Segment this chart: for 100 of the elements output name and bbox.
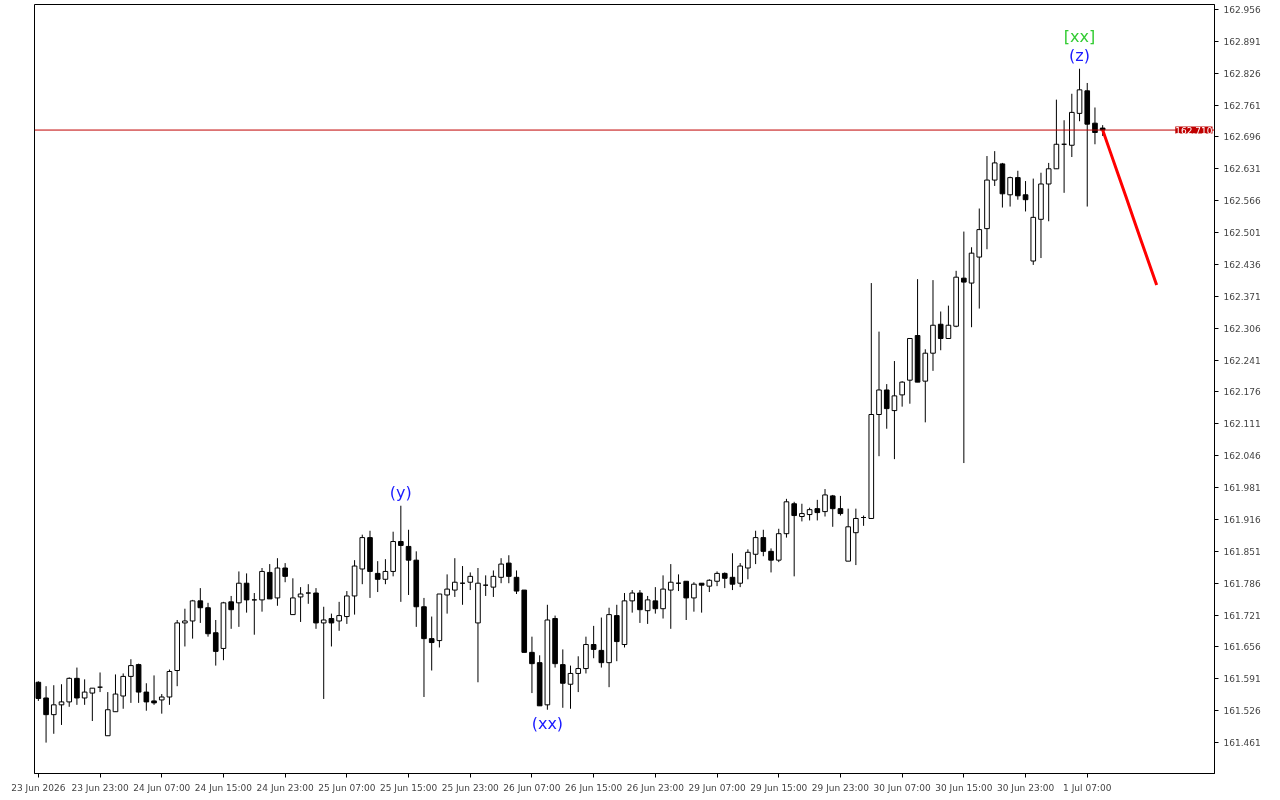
y-tick-label: 161.721 xyxy=(1223,610,1261,621)
y-tick-label: 162.111 xyxy=(1223,419,1261,430)
candlestick xyxy=(58,683,65,726)
candlestick xyxy=(452,557,458,598)
candlestick xyxy=(143,682,150,712)
candlestick xyxy=(305,583,312,605)
y-tick-label: 162.826 xyxy=(1223,68,1261,79)
candlestick xyxy=(128,658,134,704)
x-tick-label: 23 Jun 23:00 xyxy=(71,782,129,793)
ref-line-label: 162.710 xyxy=(1175,125,1213,136)
x-tick-label: 25 Jun 23:00 xyxy=(441,782,500,793)
y-tick-label: 162.696 xyxy=(1223,132,1261,143)
x-tick-label: 29 Jun 15:00 xyxy=(750,782,808,793)
candlestick xyxy=(398,505,404,603)
y-tick-label: 162.306 xyxy=(1223,323,1261,334)
candlestick xyxy=(1022,180,1029,212)
candlestick xyxy=(498,557,504,584)
x-tick-label: 26 Jun 23:00 xyxy=(626,782,685,793)
y-tick-label: 162.176 xyxy=(1223,387,1261,398)
candlestick xyxy=(112,673,119,713)
y-tick-label: 161.786 xyxy=(1223,578,1261,589)
candlestick xyxy=(745,548,751,580)
y-tick-label: 161.526 xyxy=(1223,706,1261,717)
candlestick xyxy=(737,562,743,588)
candlestick xyxy=(791,501,797,577)
candlestick xyxy=(660,574,666,620)
x-tick-label: 24 Jun 15:00 xyxy=(194,782,253,793)
y-tick-label: 162.501 xyxy=(1223,228,1261,239)
y-tick-label: 161.851 xyxy=(1223,546,1261,557)
annotation: (xx) xyxy=(531,713,564,733)
candlestick xyxy=(567,665,574,710)
candlestick xyxy=(729,552,736,591)
candlestick xyxy=(405,529,412,596)
x-tick-label: 1 Jul 07:00 xyxy=(1063,782,1112,793)
y-tick-label: 162.956 xyxy=(1223,4,1261,15)
candlestick xyxy=(961,231,967,464)
candlestick xyxy=(282,562,288,583)
y-tick-label: 162.761 xyxy=(1223,100,1261,111)
candlestick xyxy=(629,589,636,614)
candlestick xyxy=(444,573,450,615)
candlestick xyxy=(529,636,535,694)
candlestick xyxy=(513,569,520,595)
candlestick xyxy=(691,581,697,613)
x-tick-label: 24 Jun 07:00 xyxy=(133,782,191,793)
y-tick-label: 161.461 xyxy=(1223,738,1261,749)
candlestick xyxy=(236,570,242,628)
candlestick xyxy=(667,563,674,630)
candlestick xyxy=(853,508,859,566)
candlestick xyxy=(799,503,805,522)
candlestick xyxy=(575,655,582,693)
candlestick xyxy=(1015,170,1021,201)
y-tick-label: 162.046 xyxy=(1223,451,1261,462)
line-series xyxy=(1101,128,1159,287)
candlestick xyxy=(683,580,690,621)
candlestick xyxy=(506,554,512,584)
x-tick-label: 30 Jun 07:00 xyxy=(873,782,932,793)
x-tick-label: 29 Jun 23:00 xyxy=(811,782,870,793)
x-tick-label: 26 Jun 07:00 xyxy=(503,782,561,793)
x-tick-label: 30 Jun 23:00 xyxy=(996,782,1055,793)
candlestick xyxy=(50,684,57,735)
candlestick xyxy=(829,494,836,528)
candlestick xyxy=(74,667,80,706)
candlestick xyxy=(66,676,73,708)
x-tick-label: 25 Jun 07:00 xyxy=(318,782,376,793)
y-tick-label: 162.566 xyxy=(1223,196,1261,207)
x-tick-label: 30 Jun 15:00 xyxy=(935,782,993,793)
candlestick xyxy=(1007,176,1013,208)
candlestick xyxy=(637,589,643,624)
candlestick xyxy=(344,590,350,625)
y-tick-label: 162.631 xyxy=(1223,164,1261,175)
candlestick xyxy=(768,547,774,573)
x-tick-label: 24 Jun 23:00 xyxy=(256,782,315,793)
candlestick xyxy=(490,569,497,598)
candlestick xyxy=(290,577,296,616)
x-tick-label: 25 Jun 15:00 xyxy=(379,782,438,793)
y-tick-label: 161.981 xyxy=(1223,483,1261,494)
candlestick xyxy=(297,586,304,623)
y-tick-label: 162.241 xyxy=(1223,355,1261,366)
y-tick-label: 161.916 xyxy=(1223,514,1261,525)
candlestick xyxy=(559,648,566,709)
y-tick-label: 162.436 xyxy=(1223,259,1261,270)
y-tick-label: 161.656 xyxy=(1223,642,1261,653)
candlestick xyxy=(598,617,605,669)
candlestick xyxy=(822,488,828,518)
annotation: [xx] xyxy=(1063,26,1096,46)
x-tick-label: 23 Jun 2026 xyxy=(11,782,66,793)
candlestick xyxy=(120,672,127,710)
candlestick xyxy=(336,601,342,632)
x-tick-label: 29 Jun 07:00 xyxy=(688,782,746,793)
candlestick xyxy=(182,608,188,647)
x-tick-label: 26 Jun 15:00 xyxy=(565,782,623,793)
y-tick-label: 162.891 xyxy=(1223,36,1261,47)
candlestick xyxy=(243,572,250,614)
y-tick-label: 161.591 xyxy=(1223,674,1261,685)
candlestick xyxy=(899,380,905,408)
candlestick xyxy=(228,595,234,630)
candlestick xyxy=(1076,68,1083,122)
candlestick xyxy=(43,685,49,744)
candlestick xyxy=(151,674,157,706)
candlestick xyxy=(590,625,597,659)
